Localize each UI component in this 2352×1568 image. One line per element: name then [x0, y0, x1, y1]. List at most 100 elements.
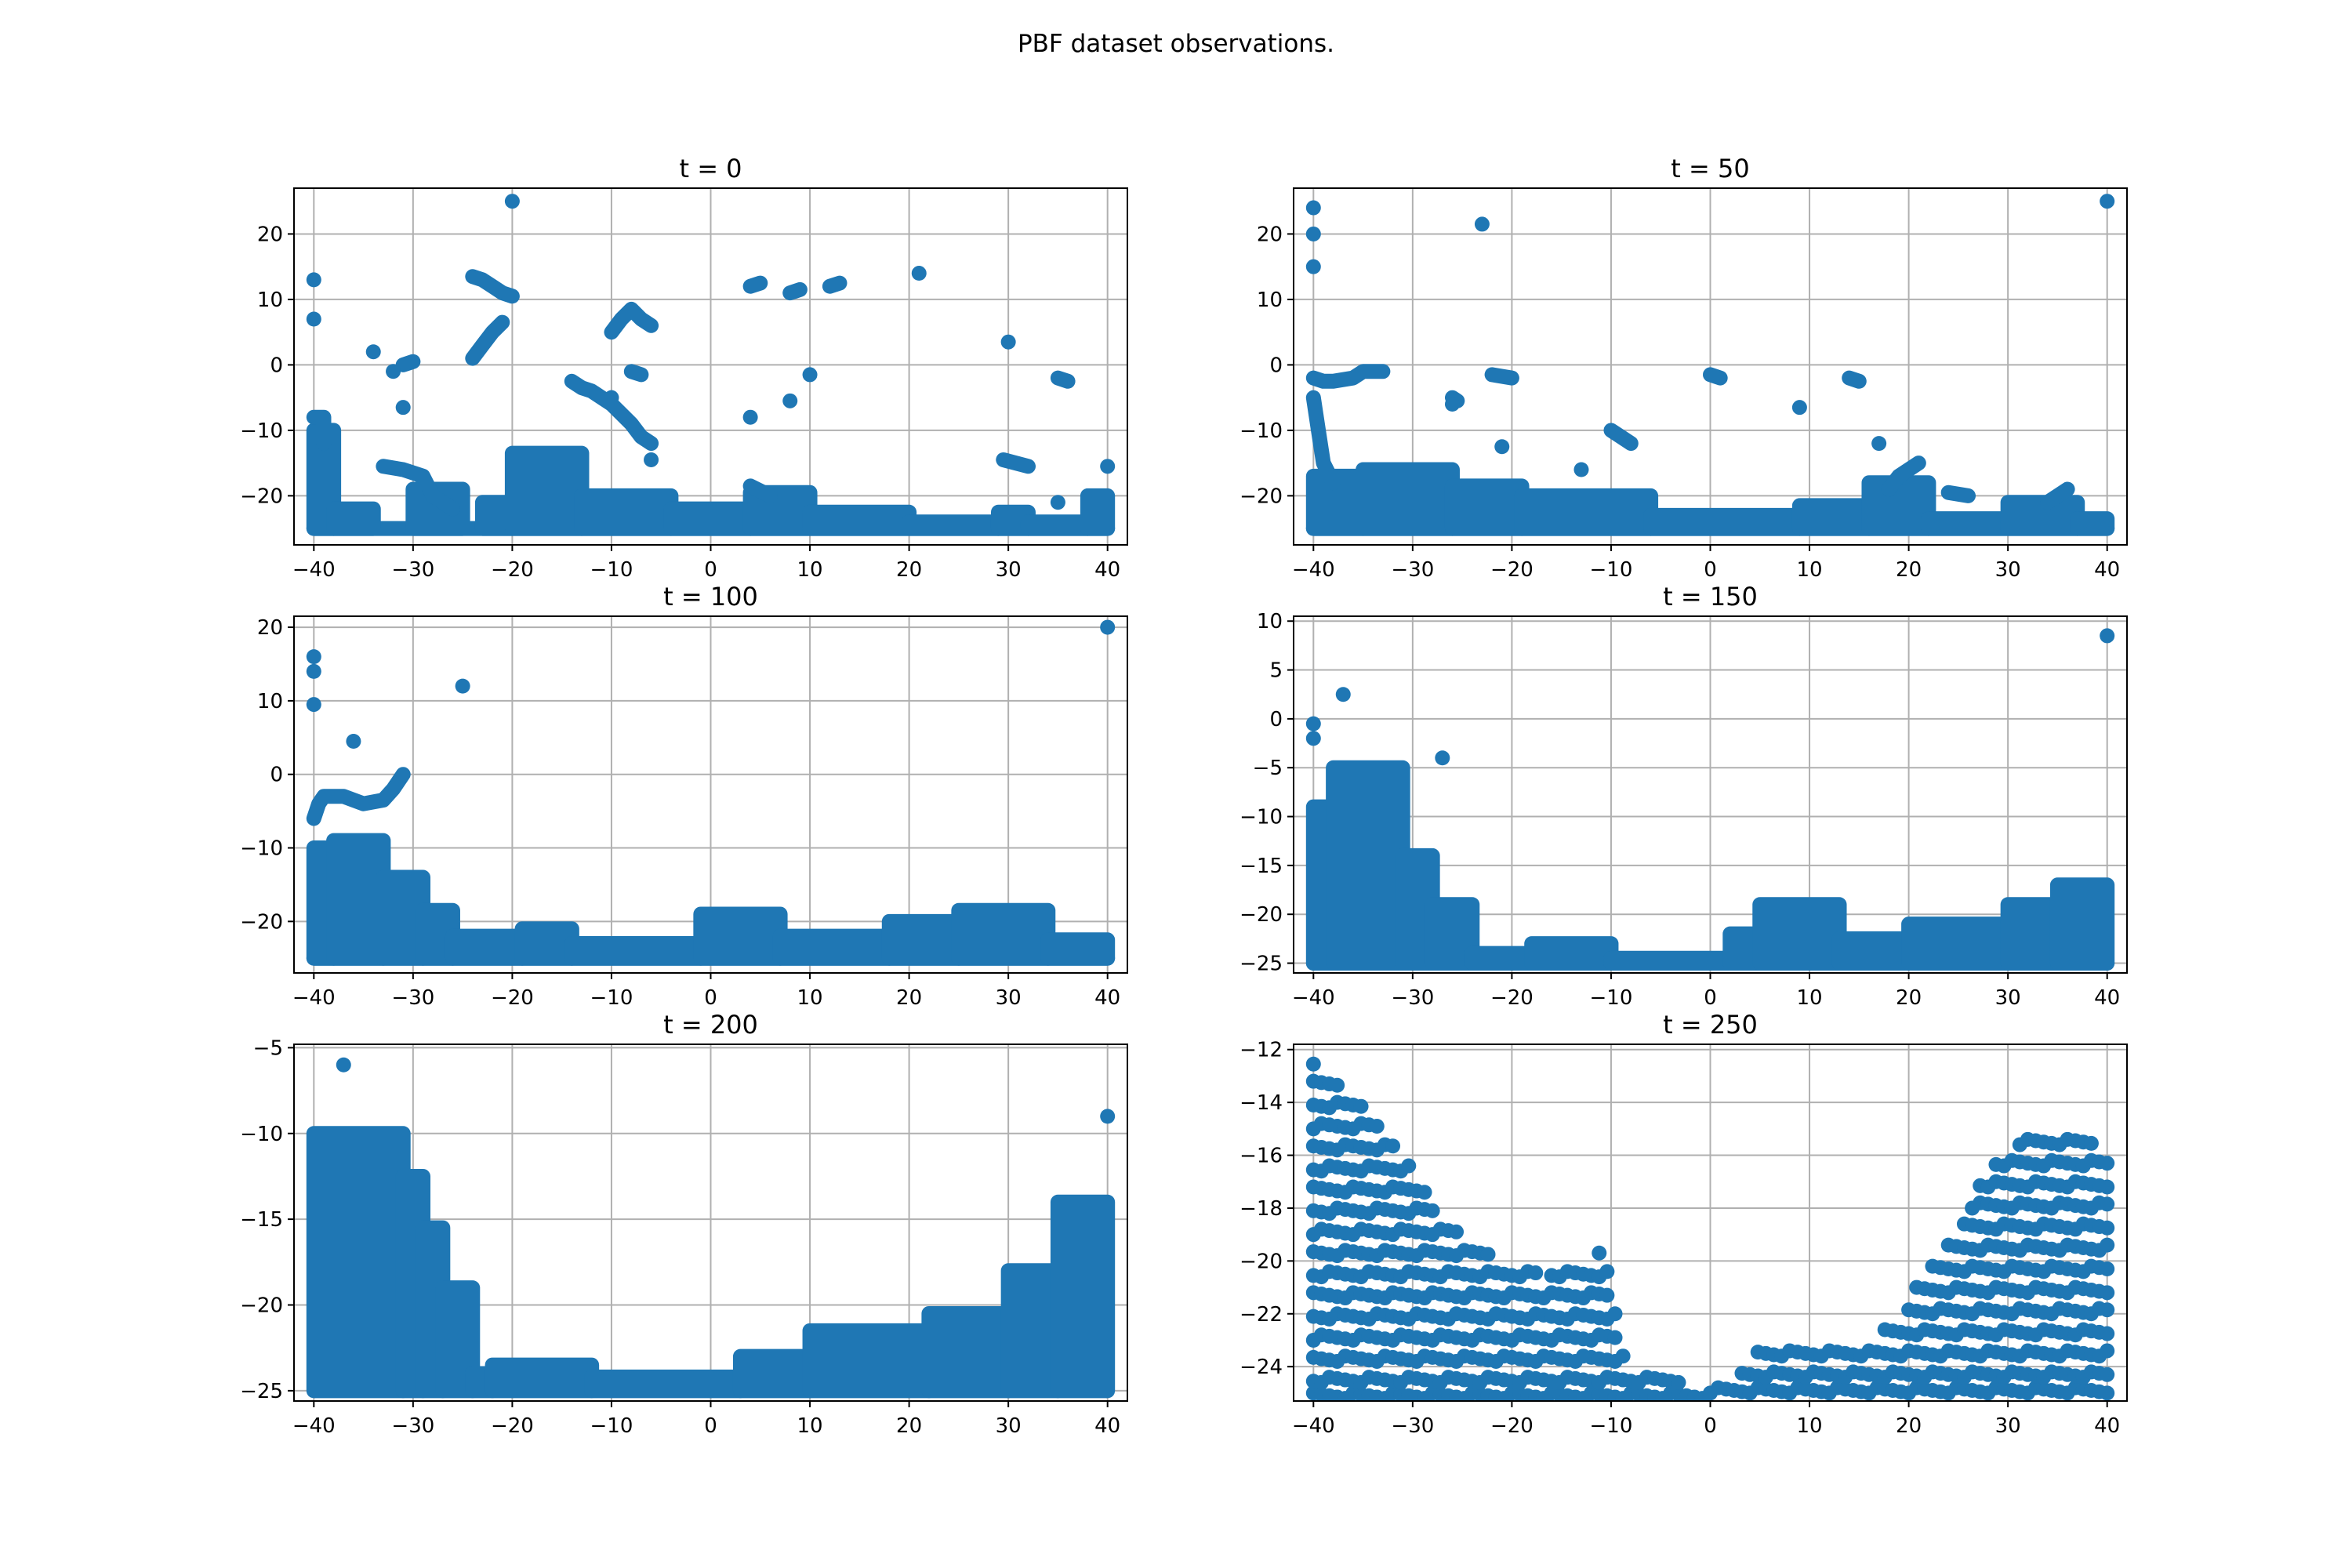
scatter-series: [306, 619, 1116, 966]
y-tick-label: −20: [240, 910, 283, 934]
scatter-cluster: [1444, 478, 1530, 536]
scatter-cluster: [1752, 897, 1847, 971]
y-tick-label: −20: [1240, 1250, 1283, 1273]
y-tick-label: −24: [1240, 1356, 1283, 1379]
scatter-cluster: [306, 1126, 411, 1399]
subplot-title: t = 50: [1671, 154, 1749, 183]
scatter-cluster: [2000, 495, 2085, 536]
x-tick-label: 30: [1995, 1414, 2021, 1438]
scatter-point: [1417, 1185, 1432, 1200]
scatter-point: [1573, 462, 1589, 477]
scatter-point: [306, 697, 321, 713]
y-tick-label: 5: [1269, 659, 1283, 683]
scatter-point: [455, 678, 470, 694]
y-tick-label: −20: [1240, 485, 1283, 508]
scatter-point: [1401, 1158, 1417, 1174]
scatter-point: [336, 1057, 351, 1073]
scatter-point: [1615, 1348, 1631, 1364]
scatter-point: [2100, 1385, 2115, 1401]
scatter-cluster: [485, 1357, 600, 1399]
scatter-point: [306, 311, 321, 327]
scatter-streak: [395, 354, 421, 372]
y-tick-label: 10: [257, 690, 283, 713]
scatter-point: [1305, 1056, 1321, 1072]
scatter-point: [1305, 200, 1321, 216]
subplot-5: −40 −30 −20 −10 0 10 20 30 40 −24 −22 −20 −18 −16 −14 −…: [1240, 1010, 2128, 1438]
x-tick-label: 30: [996, 986, 1022, 1010]
x-tick-label: −40: [292, 558, 336, 582]
x-tick-label: 10: [797, 1414, 823, 1438]
y-tick-label: 10: [1257, 610, 1283, 633]
scatter-cluster: [1921, 511, 2016, 536]
scatter-streak: [742, 478, 778, 503]
subplot-title: t = 150: [1663, 582, 1758, 612]
y-tick-label: 20: [257, 616, 283, 640]
scatter-point: [1100, 1109, 1116, 1124]
x-tick-label: 40: [2094, 986, 2120, 1010]
x-tick-label: −20: [1490, 986, 1534, 1010]
scatter-point: [644, 452, 659, 467]
scatter-cluster: [902, 514, 1006, 536]
x-tick-label: 30: [1995, 558, 2021, 582]
scatter-point: [2100, 1367, 2115, 1382]
scatter-point: [1305, 259, 1321, 274]
y-tick-label: 0: [1269, 354, 1283, 377]
x-tick-label: 40: [1094, 1414, 1120, 1438]
scatter-cluster: [514, 921, 579, 966]
x-tick-label: 30: [996, 1414, 1022, 1438]
scatter-point: [1100, 459, 1116, 474]
y-tick-label: −10: [240, 1123, 283, 1146]
scatter-streak: [623, 364, 649, 383]
scatter-point: [1444, 397, 1460, 412]
scatter-point: [802, 367, 818, 383]
x-tick-label: −10: [1590, 986, 1633, 1010]
scatter-cluster: [693, 906, 788, 966]
scatter-cluster: [802, 1323, 937, 1399]
scatter-streak: [2040, 481, 2075, 510]
scatter-point: [1671, 1374, 1686, 1390]
x-tick-label: 10: [1797, 558, 1823, 582]
scatter-cluster: [951, 902, 1056, 966]
scatter-streak: [822, 275, 848, 294]
scatter-point: [2100, 1343, 2115, 1359]
scatter-point: [2100, 1179, 2115, 1195]
x-tick-label: −10: [590, 986, 633, 1010]
scatter-streak: [1050, 370, 1076, 389]
y-tick-label: 0: [1269, 708, 1283, 731]
y-tick-label: −12: [1240, 1039, 1283, 1062]
scatter-point: [2100, 1220, 2115, 1236]
scatter-cluster: [326, 833, 391, 966]
x-tick-label: 40: [2094, 1414, 2120, 1438]
scatter-point: [2100, 1156, 2115, 1171]
scatter-cluster: [1643, 507, 1807, 536]
figure-title: PBF dataset observations.: [1018, 30, 1334, 58]
scatter-point: [2100, 1237, 2115, 1253]
x-tick-label: −20: [491, 1414, 534, 1438]
y-tick-label: −20: [1240, 903, 1283, 927]
x-tick-label: −40: [292, 1414, 336, 1438]
scatter-point: [395, 400, 411, 416]
y-tick-label: 0: [270, 764, 283, 787]
scatter-point: [2100, 628, 2115, 644]
scatter-streak: [1703, 367, 1728, 386]
scatter-streak: [1484, 367, 1519, 386]
scatter-point: [2100, 1196, 2115, 1212]
y-tick-label: −10: [1240, 806, 1283, 829]
x-tick-label: 40: [1094, 558, 1120, 582]
scatter-cluster: [574, 488, 679, 536]
scatter-cluster: [326, 501, 381, 536]
scatter-cluster: [564, 935, 709, 966]
scatter-point: [2100, 1285, 2115, 1301]
x-tick-label: −10: [590, 558, 633, 582]
scatter-streak: [465, 314, 510, 366]
x-tick-label: −30: [391, 558, 434, 582]
scatter-streak: [1881, 456, 1926, 497]
scatter-point: [1335, 687, 1351, 702]
scatter-streak: [1305, 364, 1391, 389]
scatter-cluster: [445, 928, 530, 966]
scatter-cluster: [663, 501, 758, 536]
scatter-cluster: [2000, 897, 2065, 971]
x-tick-label: −40: [292, 986, 336, 1010]
scatter-cluster: [1791, 498, 1877, 536]
x-tick-label: 30: [1995, 986, 2021, 1010]
